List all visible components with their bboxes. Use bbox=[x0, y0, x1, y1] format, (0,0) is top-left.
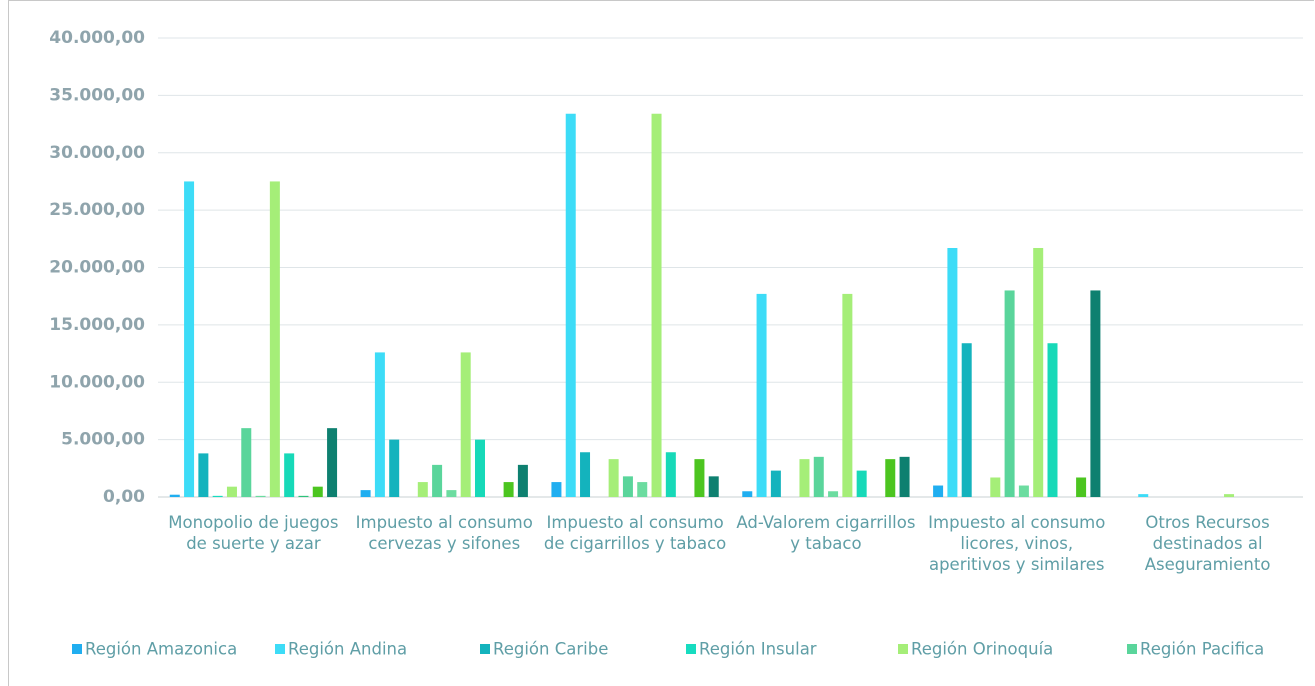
bar bbox=[417, 482, 428, 497]
y-tick-label: 10.000,00 bbox=[49, 372, 145, 392]
chart-frame bbox=[8, 0, 1314, 686]
y-tick-label: 5.000,00 bbox=[61, 430, 145, 450]
bar bbox=[885, 459, 896, 497]
legend-label: Región Andina bbox=[288, 640, 407, 659]
x-tick-label: Impuesto al consumo licores, vinos, aper… bbox=[928, 513, 1106, 574]
bar bbox=[799, 459, 810, 497]
x-tick-label: Impuesto al consumo cervezas y sifones bbox=[355, 513, 533, 553]
bar bbox=[899, 456, 910, 497]
bar bbox=[842, 293, 853, 497]
bar bbox=[856, 470, 867, 497]
bar bbox=[637, 482, 648, 497]
bar bbox=[651, 113, 662, 498]
bar bbox=[360, 490, 371, 497]
bar bbox=[608, 459, 619, 497]
bar bbox=[312, 486, 323, 497]
bar bbox=[742, 491, 753, 497]
bar bbox=[517, 464, 528, 497]
bar bbox=[565, 113, 576, 498]
bar bbox=[961, 343, 972, 497]
x-tick-label: Ad-Valorem cigarrillos y tabaco bbox=[736, 513, 916, 553]
legend-label: Región Caribe bbox=[493, 640, 608, 659]
bar bbox=[1138, 494, 1149, 497]
bar bbox=[1090, 290, 1101, 497]
bar bbox=[475, 439, 485, 497]
bar bbox=[432, 464, 443, 497]
bar bbox=[389, 439, 400, 497]
bar bbox=[622, 476, 633, 497]
bar bbox=[694, 459, 705, 497]
x-tick-label: Otros Recursos destinados al Aseguramien… bbox=[1144, 513, 1271, 574]
bar bbox=[1224, 494, 1235, 497]
y-tick-label: 40.000,00 bbox=[49, 28, 145, 48]
bar bbox=[327, 428, 338, 497]
bar bbox=[813, 456, 824, 497]
bar bbox=[947, 247, 958, 497]
y-tick-label: 0,00 bbox=[103, 487, 145, 507]
legend-label: Región Insular bbox=[699, 640, 817, 659]
y-tick-label: 25.000,00 bbox=[49, 200, 145, 220]
legend-swatch bbox=[72, 644, 82, 654]
y-tick-label: 20.000,00 bbox=[49, 258, 145, 278]
y-tick-label: 30.000,00 bbox=[49, 143, 145, 163]
bar bbox=[503, 482, 514, 497]
legend-swatch bbox=[686, 644, 696, 654]
bar bbox=[580, 452, 591, 497]
bar bbox=[770, 470, 781, 497]
bar bbox=[933, 485, 944, 497]
legend-label: Región Amazonica bbox=[85, 640, 237, 659]
bar bbox=[284, 453, 295, 497]
x-tick-label: Impuesto al consumo de cigarrillos y tab… bbox=[543, 513, 727, 553]
bar bbox=[1018, 485, 1029, 497]
legend-swatch bbox=[898, 644, 908, 654]
y-tick-label: 15.000,00 bbox=[49, 315, 145, 335]
bar bbox=[708, 476, 719, 497]
bar bbox=[665, 452, 676, 497]
bar bbox=[198, 453, 209, 497]
bar bbox=[374, 352, 385, 497]
bar bbox=[184, 181, 195, 497]
bar bbox=[1047, 343, 1058, 497]
bar bbox=[756, 293, 767, 497]
y-tick-label: 35.000,00 bbox=[49, 85, 145, 105]
bar bbox=[1004, 290, 1015, 497]
legend-swatch bbox=[275, 644, 285, 654]
bar bbox=[241, 428, 252, 497]
bar bbox=[1033, 247, 1044, 497]
legend-swatch bbox=[1127, 644, 1137, 654]
bar bbox=[212, 495, 223, 497]
bar bbox=[828, 491, 839, 497]
bar bbox=[460, 352, 471, 497]
bar bbox=[298, 495, 309, 497]
bar bbox=[446, 490, 457, 497]
bar bbox=[269, 181, 280, 497]
bar bbox=[551, 482, 562, 497]
x-tick-label: Monopolio de juegos de suerte y azar bbox=[168, 513, 339, 553]
bar bbox=[990, 477, 1001, 497]
legend-label: Región Pacifica bbox=[1140, 640, 1264, 659]
legend-label: Región Orinoquía bbox=[911, 640, 1053, 659]
bar bbox=[169, 494, 180, 497]
bar bbox=[255, 495, 266, 497]
bar bbox=[1076, 477, 1087, 497]
bar bbox=[226, 486, 237, 497]
legend-swatch bbox=[480, 644, 490, 654]
